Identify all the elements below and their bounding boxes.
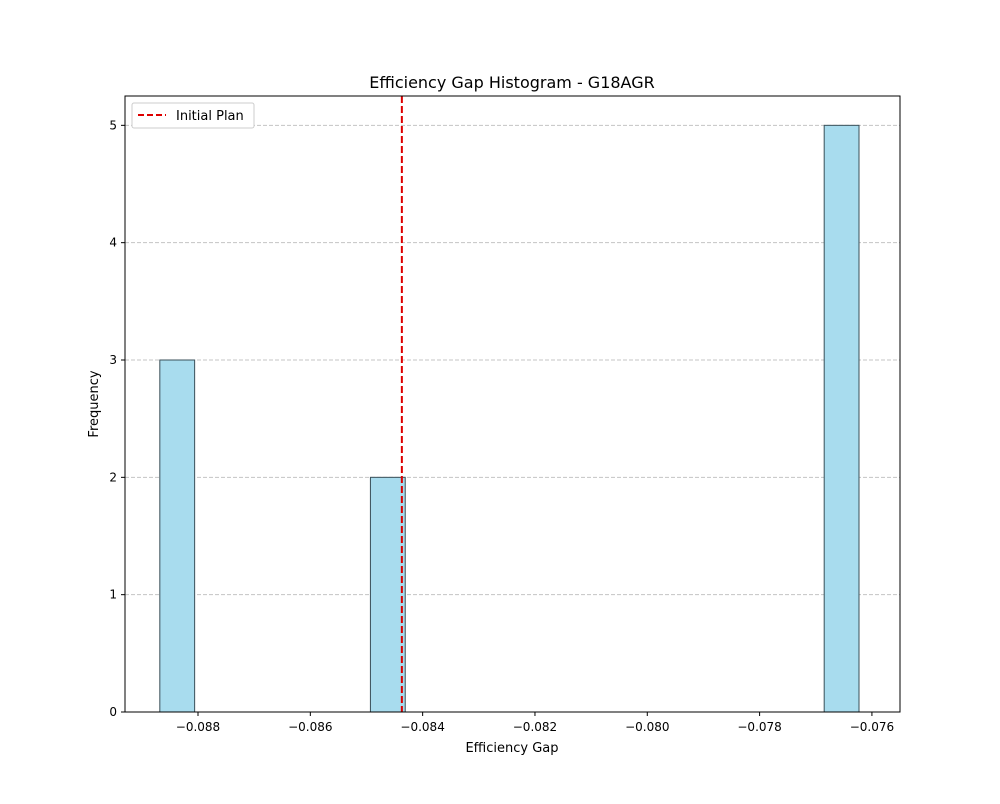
histogram-bars — [159, 124, 860, 713]
y-tick-label: 3 — [109, 353, 117, 367]
y-tick-label: 2 — [109, 470, 117, 484]
y-axis-label: Frequency — [87, 370, 102, 437]
x-axis-ticks: −0.088 −0.086 −0.084 −0.082 −0.080 −0.078 −0.0… — [176, 712, 894, 734]
y-tick-label: 5 — [109, 118, 117, 132]
x-tick-label: −0.076 — [850, 720, 894, 734]
x-tick-label: −0.086 — [288, 720, 332, 734]
legend-box — [131, 102, 255, 129]
grid-lines — [125, 124, 900, 596]
legend: Initial Plan — [131, 102, 255, 129]
y-tick-label: 1 — [109, 588, 117, 602]
x-tick-label: −0.078 — [737, 720, 781, 734]
chart-title: Efficiency Gap Histogram - G18AGR — [369, 73, 654, 92]
y-axis-ticks: 0 1 2 3 4 5 — [109, 118, 125, 719]
plot-frame — [124, 95, 901, 713]
histogram-bar — [823, 124, 860, 713]
x-tick-label: −0.082 — [513, 720, 557, 734]
y-tick-label: 0 — [109, 705, 117, 719]
histogram-bar — [159, 359, 196, 713]
x-axis-label: Efficiency Gap — [465, 741, 558, 756]
x-tick-label: −0.084 — [400, 720, 444, 734]
x-tick-label: −0.088 — [176, 720, 220, 734]
histogram-bar — [369, 476, 406, 713]
x-tick-label: −0.080 — [625, 720, 669, 734]
legend-label-initial-plan: Initial Plan — [176, 109, 244, 124]
y-tick-label: 4 — [109, 236, 117, 250]
